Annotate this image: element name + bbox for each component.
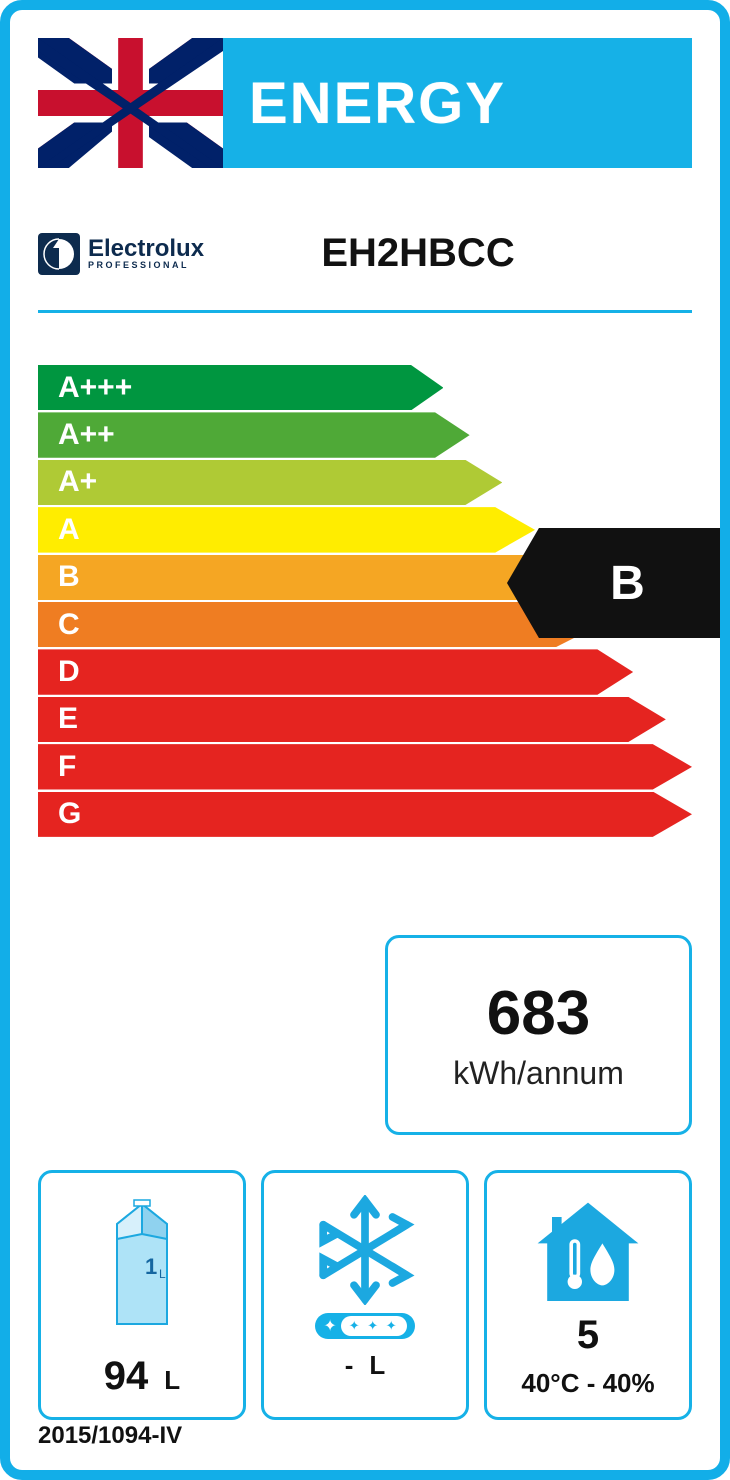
fresh-food-volume-value: 94 (104, 1354, 149, 1399)
model-number: EH2HBCC (204, 231, 692, 276)
regulation-code-text: 2015/1094-IV (38, 1422, 182, 1450)
milk-carton-icon: 1 L (97, 1194, 187, 1344)
energy-consumption-value: 683 (487, 978, 590, 1049)
scale-row-4: B (38, 555, 568, 600)
freezer-volume-box: ✦ ✦ ✦ ✦ - L (261, 1170, 469, 1420)
climate-class-sub: 40°C - 40% (521, 1368, 654, 1417)
energy-title: ENERGY (223, 70, 692, 137)
climate-class-box: 5 40°C - 40% (484, 1170, 692, 1420)
scale-row-5: C (38, 602, 600, 647)
fresh-food-volume-unit: L (164, 1365, 180, 1396)
scale-row-7: E (38, 697, 666, 742)
energy-consumption-box: 683 kWh/annum (385, 935, 692, 1135)
scale-row-3: A (38, 507, 535, 552)
scale-row-8: F (38, 744, 692, 789)
freezer-star-rating-icon: ✦ ✦ ✦ ✦ (315, 1313, 414, 1339)
scale-row-1: A++ (38, 412, 470, 457)
header-bar: ENERGY (38, 38, 692, 168)
brand-row: Electrolux PROFESSIONAL EH2HBCC (38, 206, 692, 301)
current-rating-badge: B (507, 528, 720, 638)
climate-class-value: 5 (577, 1313, 599, 1358)
svg-text:1: 1 (145, 1254, 157, 1279)
scale-row-9: G (38, 792, 692, 837)
uk-flag-icon (38, 38, 223, 168)
svg-text:L: L (159, 1267, 166, 1281)
energy-consumption-unit: kWh/annum (453, 1055, 624, 1092)
scale-row-6: D (38, 649, 633, 694)
energy-label-card: ENERGY Electrolux PROFESSIONAL EH2HBCC A… (0, 0, 730, 1480)
scale-row-0: A+++ (38, 365, 443, 410)
scale-row-2: A+ (38, 460, 502, 505)
freezer-volume-unit: L (369, 1350, 385, 1381)
fresh-food-volume-box: 1 L 94 L (38, 1170, 246, 1420)
house-thermometer-icon (528, 1193, 648, 1313)
header-divider (38, 310, 692, 313)
capacity-info-row: 1 L 94 L (38, 1170, 692, 1420)
brand-text: Electrolux PROFESSIONAL (88, 236, 204, 271)
brand-logo: Electrolux PROFESSIONAL (38, 233, 204, 275)
electrolux-logo-icon (38, 233, 80, 275)
freezer-volume-value: - (345, 1350, 354, 1399)
snowflake-icon (310, 1195, 420, 1305)
